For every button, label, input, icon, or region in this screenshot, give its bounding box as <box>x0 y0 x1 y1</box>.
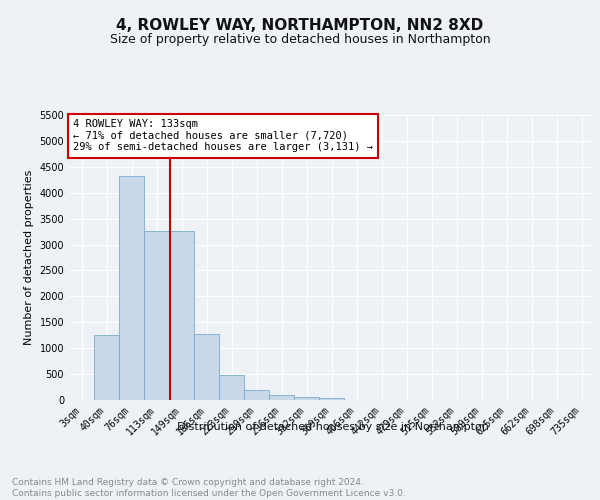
Bar <box>194 334 219 400</box>
Bar <box>244 390 269 400</box>
Text: Contains HM Land Registry data © Crown copyright and database right 2024.
Contai: Contains HM Land Registry data © Crown c… <box>12 478 406 498</box>
Y-axis label: Number of detached properties: Number of detached properties <box>24 170 34 345</box>
Text: 4 ROWLEY WAY: 133sqm
← 71% of detached houses are smaller (7,720)
29% of semi-de: 4 ROWLEY WAY: 133sqm ← 71% of detached h… <box>73 119 373 152</box>
Bar <box>119 176 144 400</box>
Bar <box>269 396 294 400</box>
Text: Size of property relative to detached houses in Northampton: Size of property relative to detached ho… <box>110 32 490 46</box>
Text: Distribution of detached houses by size in Northampton: Distribution of detached houses by size … <box>177 422 489 432</box>
Bar <box>319 398 344 400</box>
Bar <box>94 335 119 400</box>
Bar <box>294 396 319 400</box>
Bar <box>219 376 244 400</box>
Text: 4, ROWLEY WAY, NORTHAMPTON, NN2 8XD: 4, ROWLEY WAY, NORTHAMPTON, NN2 8XD <box>116 18 484 32</box>
Bar <box>169 230 194 400</box>
Bar <box>144 230 169 400</box>
